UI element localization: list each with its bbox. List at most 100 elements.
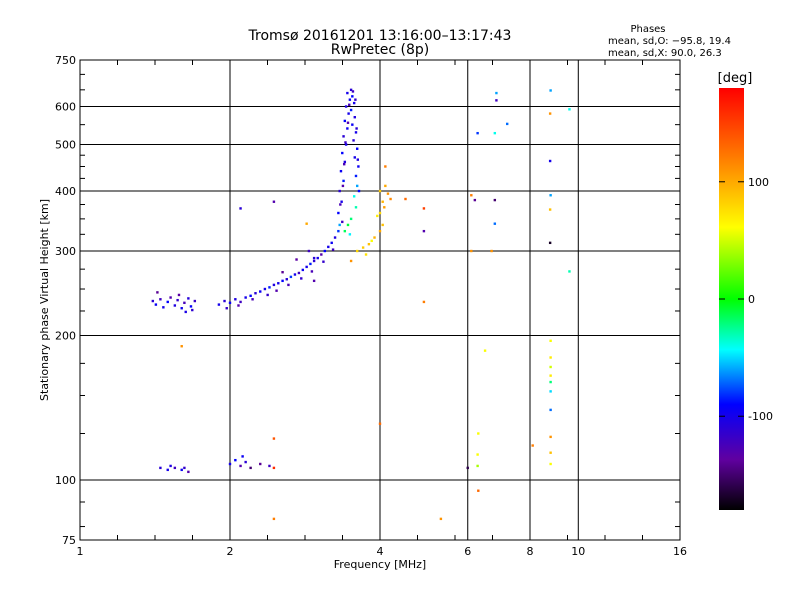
data-point [349, 88, 353, 92]
data-point [333, 236, 337, 239]
data-point [548, 112, 552, 115]
data-point [305, 222, 308, 225]
data-point [490, 249, 493, 253]
plot-frame [79, 59, 681, 541]
data-point [320, 253, 323, 256]
y-tick-label: 400 [55, 185, 76, 198]
data-point [312, 279, 316, 283]
data-point [348, 98, 352, 101]
data-point [337, 229, 340, 233]
data-point [493, 131, 497, 135]
data-point [346, 223, 350, 227]
data-point [341, 184, 345, 188]
data-point [439, 517, 443, 521]
data-point [422, 229, 426, 233]
data-point [549, 462, 552, 466]
data-point [389, 197, 392, 201]
data-point [476, 464, 479, 468]
data-point [285, 278, 288, 281]
data-point [180, 345, 183, 348]
x-tick-label: 6 [464, 545, 471, 558]
data-point [357, 189, 361, 193]
data-point [378, 229, 382, 233]
chart-title: Tromsø 20161201 13:16:00–13:17:43 [248, 28, 512, 44]
data-point [476, 453, 479, 456]
data-point [346, 91, 349, 95]
data-point [331, 248, 335, 251]
data-point [373, 236, 376, 239]
data-point [183, 466, 186, 470]
data-point [154, 303, 158, 306]
data-point [470, 249, 473, 253]
data-point [330, 241, 333, 245]
data-point [191, 308, 194, 312]
data-point [312, 256, 316, 260]
data-point [169, 296, 172, 299]
data-point [339, 203, 342, 206]
data-point [337, 211, 340, 215]
data-point [277, 282, 280, 285]
data-point [327, 245, 330, 249]
data-point [343, 160, 347, 164]
data-point [281, 279, 284, 283]
y-tick-label: 75 [62, 534, 76, 547]
data-point [548, 241, 552, 245]
data-point [386, 192, 390, 195]
data-point [361, 246, 365, 249]
phases-o-line: mean, sd,O: −95.8, 19.4 [608, 36, 731, 47]
data-point [483, 349, 487, 352]
chart-subtitle: RwPretec (8p) [331, 42, 429, 58]
data-point [493, 222, 497, 225]
data-point [549, 390, 552, 393]
data-point [156, 291, 159, 294]
x-tick-label: 8 [527, 545, 534, 558]
data-point [354, 174, 358, 178]
data-point [354, 206, 358, 209]
data-point [422, 207, 426, 210]
data-point [272, 283, 276, 287]
x-tick-label: 16 [673, 545, 687, 558]
data-point [177, 293, 181, 297]
data-point [549, 374, 552, 377]
data-point [466, 466, 469, 470]
data-point [187, 470, 190, 474]
plot-grid [80, 60, 680, 540]
data-point [217, 303, 221, 306]
data-point [322, 260, 325, 263]
colorbar-label: [deg] [718, 71, 753, 86]
data-point [549, 356, 552, 359]
data-point [355, 184, 359, 188]
data-point [251, 298, 254, 301]
data-point [180, 307, 183, 310]
data-point [470, 194, 473, 197]
data-point [344, 143, 348, 146]
y-tick-label: 300 [55, 245, 76, 258]
data-point [259, 462, 262, 466]
data-point [166, 300, 169, 304]
data-point [531, 444, 534, 447]
data-point [568, 270, 571, 273]
data-point [305, 265, 308, 269]
data-point [477, 432, 480, 435]
data-point [549, 194, 552, 197]
data-point [495, 91, 498, 95]
data-point [548, 208, 552, 211]
data-point [309, 262, 312, 266]
data-point [351, 90, 355, 93]
data-point [355, 127, 358, 130]
data-point [495, 99, 498, 102]
data-point [289, 275, 293, 279]
data-point [343, 229, 347, 233]
data-point [342, 135, 345, 138]
data-point [355, 147, 359, 150]
y-tick-label: 100 [55, 474, 76, 487]
data-point [381, 223, 384, 227]
data-point [422, 300, 426, 304]
data-point [244, 296, 247, 299]
data-point [268, 286, 271, 289]
data-point [223, 299, 226, 303]
data-point [378, 422, 382, 425]
data-point [404, 197, 407, 201]
x-axis-label: Frequency [MHz] [334, 558, 426, 571]
data-point [225, 307, 228, 310]
